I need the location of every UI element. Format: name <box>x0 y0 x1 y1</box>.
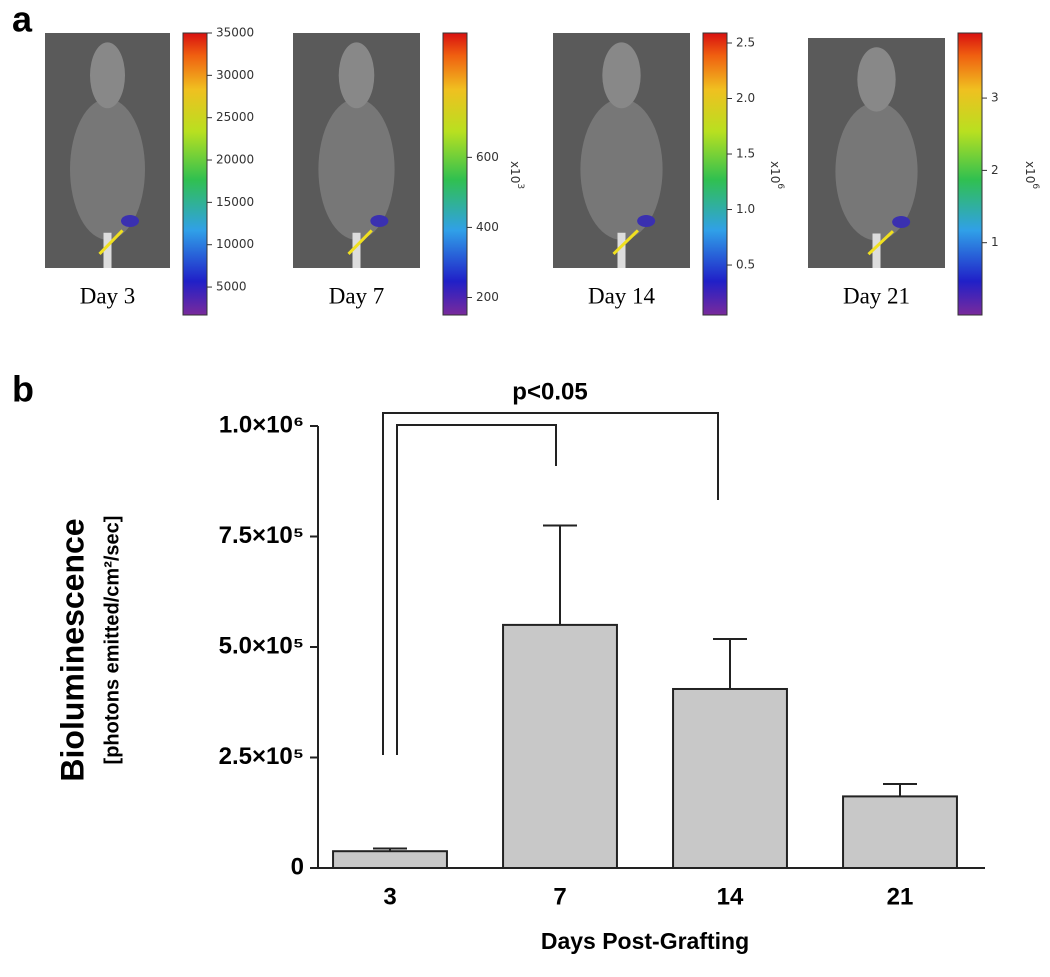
colorbar-tick-label: 1.5 <box>736 147 755 161</box>
panel-label: b <box>12 369 34 410</box>
colorbar-tick-label: 400 <box>476 220 499 234</box>
x-tick-label: 21 <box>887 883 914 910</box>
multiplier-exp: 6 <box>1031 183 1041 189</box>
annotation: p<0.05 <box>512 378 587 405</box>
colorbar-tick-label: 20000 <box>216 153 254 167</box>
colorbar-tick-label: 35000 <box>216 26 254 40</box>
colorbar-tick-label: 2.0 <box>736 91 755 105</box>
image-caption: Day 14 <box>588 283 656 308</box>
bar <box>842 795 958 869</box>
colorbar-tick-label: 1 <box>991 235 999 249</box>
arrow <box>867 230 894 256</box>
colorbar-tick-label: 5000 <box>216 280 247 294</box>
signal <box>370 215 389 227</box>
multiplier-base: x10 <box>1024 161 1038 183</box>
bar <box>672 687 788 869</box>
arrow <box>612 229 639 255</box>
mouse-body <box>835 102 918 241</box>
colorbar <box>957 32 983 316</box>
bar <box>502 623 618 870</box>
colorbar-multiplier: x106 <box>769 161 786 189</box>
y-tick-label: 2.5×10⁵ <box>219 743 304 770</box>
mouse-body <box>70 98 145 240</box>
mouse-head <box>602 42 641 109</box>
signal <box>892 216 911 228</box>
colorbar-tick-label: 200 <box>476 290 499 304</box>
x-tick-label: 7 <box>553 883 566 910</box>
mouse-body <box>318 98 395 240</box>
colorbar-tick-label: 600 <box>476 150 499 164</box>
x-tick-label: 14 <box>717 883 744 910</box>
colorbar-multiplier: x106 <box>1024 161 1041 189</box>
colorbar-tick-label: 30000 <box>216 68 254 82</box>
arrow <box>98 229 124 255</box>
mouse-head <box>338 42 375 109</box>
colorbar-multiplier: x103 <box>509 161 526 189</box>
colorbar <box>182 32 208 316</box>
y-tick-label: 0 <box>291 853 304 880</box>
colorbar <box>442 32 468 316</box>
colorbar <box>702 32 728 316</box>
signal <box>637 215 656 227</box>
mouse-head <box>90 42 125 109</box>
colorbar-tick-label: 3 <box>991 91 999 105</box>
mouse-tail <box>103 232 112 268</box>
colorbar-tick-label: 1.0 <box>736 202 755 216</box>
y-tick-label: 7.5×10⁵ <box>219 522 304 549</box>
y-tick-label: 1.0×10⁶ <box>219 411 304 438</box>
mouse-head <box>857 47 896 112</box>
mouse-body <box>580 98 663 240</box>
colorbar-tick-label: 2 <box>991 163 999 177</box>
multiplier-exp: 3 <box>516 183 526 189</box>
x-tick-label: 3 <box>383 883 396 910</box>
colorbar-tick-label: 0.5 <box>736 258 755 272</box>
multiplier-exp: 6 <box>776 183 786 189</box>
y-tick-label: 5.0×10⁵ <box>219 632 304 659</box>
significance-brackets <box>382 412 719 755</box>
arrow <box>347 229 373 255</box>
signal <box>121 215 139 227</box>
mouse-tail <box>872 233 881 268</box>
multiplier-base: x10 <box>509 161 523 183</box>
y-axis-subtitle: [photons emitted/cm²/sec] <box>101 516 123 765</box>
colorbar-tick-label: 2.5 <box>736 35 755 49</box>
multiplier-base: x10 <box>769 161 783 183</box>
bar <box>332 850 448 869</box>
colorbar-tick-label: 15000 <box>216 195 254 209</box>
colorbar-tick-label: 10000 <box>216 237 254 251</box>
panel-label: a <box>12 0 33 40</box>
mouse-tail <box>617 232 626 268</box>
image-caption: Day 3 <box>80 283 136 308</box>
image-caption: Day 7 <box>329 283 385 308</box>
colorbar-tick-label: 25000 <box>216 110 254 124</box>
image-caption: Day 21 <box>843 283 910 308</box>
x-axis-title: Days Post-Grafting <box>541 928 749 954</box>
mouse-tail <box>352 232 361 268</box>
y-axis-title: Bioluminescence <box>54 518 90 781</box>
